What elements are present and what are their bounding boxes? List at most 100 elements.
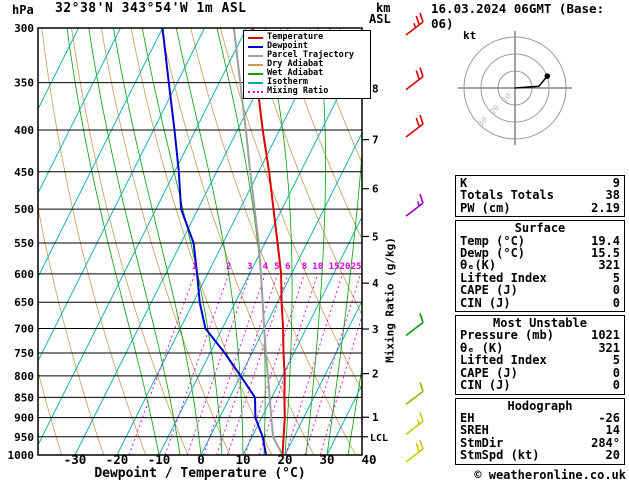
legend-item: Parcel Trajectory	[248, 51, 366, 60]
wind-barbs-column	[405, 12, 424, 463]
mixing-ratio-label: 4	[263, 262, 269, 272]
pressure-axis: 300 350 400 450 500 550 600 650 700 750 800 850 900 9…	[8, 22, 35, 462]
wind-barb	[405, 67, 424, 91]
hodograph-ring-label: 30	[476, 115, 489, 128]
lcl-label: LCL	[370, 433, 388, 444]
legend-line-swatch	[248, 90, 263, 93]
most-unstable-rows: Pressure (mb) 1021 θₑ (K) 321 Lifted Index 5 C…	[460, 329, 620, 391]
pressure-tick-label: 950	[14, 431, 34, 444]
row-label: Lifted Index	[460, 270, 547, 285]
temp-tick-label: 0	[197, 452, 205, 467]
row-value: 0	[612, 295, 620, 310]
hodograph-ring	[463, 36, 567, 140]
temp-tick-label: 10	[235, 452, 250, 467]
km-tick-label: 6	[372, 183, 379, 196]
temp-tick-label: -10	[148, 452, 171, 467]
hodograph-ring	[497, 70, 533, 106]
hodograph-rows: EH -26 SREH 14 StmDir 284° StmSpd (kt) 20	[460, 411, 620, 463]
mixing-ratio-label: 2	[226, 262, 231, 272]
legend-line-swatch	[248, 45, 263, 48]
legend-label: Dewpoint	[267, 41, 308, 51]
row-label: PW (cm)	[460, 200, 511, 215]
mixing-ratio-lines	[128, 273, 362, 455]
row-value: 284°	[591, 435, 620, 450]
mixing-ratio-label: 5	[274, 262, 279, 272]
pressure-tick-label: 650	[14, 296, 34, 309]
table-row: StmDir 284°	[460, 435, 620, 450]
km-tick-label: 7	[372, 134, 379, 147]
legend-line-swatch	[248, 54, 263, 57]
temp-tick-label: -30	[64, 452, 87, 467]
surface-rows: Temp (°C) 19.4 Dewp (°C) 15.5 θₑ(K) 321 Lifted…	[460, 234, 620, 310]
row-label: θₑ(K)	[460, 258, 497, 273]
pressure-tick-label: 750	[14, 347, 34, 360]
legend-label: Dry Adiabat	[267, 59, 324, 69]
height-axis: 1 2 3 4 5 6 7 8 LCL	[362, 83, 388, 444]
temp-tick-label: 20	[277, 452, 292, 467]
row-value: 321	[598, 258, 620, 273]
surface-box: Surface Temp (°C) 19.4 Dewp (°C) 15.5 θₑ(K) 3…	[455, 220, 625, 313]
row-label: StmSpd (kt)	[460, 448, 540, 463]
wind-barb	[405, 382, 424, 405]
row-label: CAPE (J)	[460, 283, 518, 298]
legend-box: Temperature Dewpoint Parcel Trajectory Dry …	[243, 30, 371, 99]
pressure-tick-label: 550	[14, 237, 34, 250]
temperature-axis: -30 -20 -10 0 10 20 30 40	[64, 452, 377, 467]
row-label: SREH	[460, 423, 489, 438]
pressure-tick-label: 900	[14, 412, 34, 425]
row-value: 0	[612, 378, 620, 393]
pressure-tick-label: 850	[14, 391, 34, 404]
km-tick-label: 8	[372, 83, 379, 96]
isotherms	[38, 28, 362, 455]
row-label: CAPE (J)	[460, 365, 518, 380]
info-panel: K 9 Totals Totals 38 PW (cm) 2.19 Surface Tem…	[455, 175, 625, 468]
legend-item: Mixing Ratio	[248, 87, 366, 96]
legend-item: Temperature	[248, 33, 366, 42]
wind-barb	[405, 12, 424, 36]
table-row: EH -26	[460, 411, 620, 424]
dewpoint-curve	[161, 28, 268, 455]
pressure-tick-label: 400	[14, 124, 34, 137]
pressure-tick-label: 300	[14, 22, 34, 35]
table-row: Lifted Index 5	[460, 353, 620, 368]
legend-line-swatch	[248, 81, 263, 84]
mixing-ratio-label: 3	[247, 262, 252, 272]
mixing-ratio-label: 10	[312, 262, 323, 272]
table-row: Dewp (°C) 15.5	[460, 246, 620, 261]
row-value: 38	[605, 188, 620, 203]
most-unstable-box: Most Unstable Pressure (mb) 1021 θₑ (K) 321…	[455, 315, 625, 395]
temperature-curve	[251, 28, 286, 455]
altitude-unit-asl: ASL	[369, 12, 391, 26]
skewt-diagram: 3003504004505005506006507007508008509009…	[8, 12, 424, 467]
row-label: StmDir	[460, 435, 504, 450]
plot-border	[37, 27, 363, 456]
pressure-tick-label: 450	[14, 166, 34, 179]
row-label: Lifted Index	[460, 353, 547, 368]
datetime-title: 16.03.2024 06GMT (Base: 06)	[431, 1, 605, 31]
indices-box: K 9 Totals Totals 38 PW (cm) 2.19	[455, 175, 625, 218]
pressure-tick-label: 350	[14, 77, 34, 90]
row-value: 15.5	[591, 246, 620, 261]
mixing-ratio-axis-label: Mixing Ratio (g/kg)	[383, 237, 397, 363]
row-value: 0	[612, 365, 620, 380]
row-value: 9	[612, 176, 620, 190]
legend-line-swatch	[248, 36, 263, 39]
row-value: 321	[598, 340, 620, 355]
table-row: CAPE (J) 0	[460, 283, 620, 298]
hodograph-ring-label: 10	[500, 91, 513, 104]
row-value: 2.19	[591, 200, 620, 215]
table-row: Pressure (mb) 1021	[460, 329, 620, 342]
table-row: Lifted Index 5	[460, 270, 620, 285]
row-label: Totals Totals	[460, 188, 554, 203]
parcel-trajectory-curve	[232, 28, 284, 455]
row-value: 5	[612, 270, 620, 285]
legend-label: Mixing Ratio	[267, 86, 329, 96]
row-value: 0	[612, 283, 620, 298]
hodograph-ring	[480, 53, 550, 123]
sounding-curves	[161, 28, 286, 455]
legend-item: Wet Adiabat	[248, 69, 366, 78]
station-title: 32°38'N 343°54'W 1m ASL	[55, 1, 247, 16]
table-row: PW (cm) 2.19	[460, 200, 620, 215]
table-row: Totals Totals 38	[460, 188, 620, 203]
